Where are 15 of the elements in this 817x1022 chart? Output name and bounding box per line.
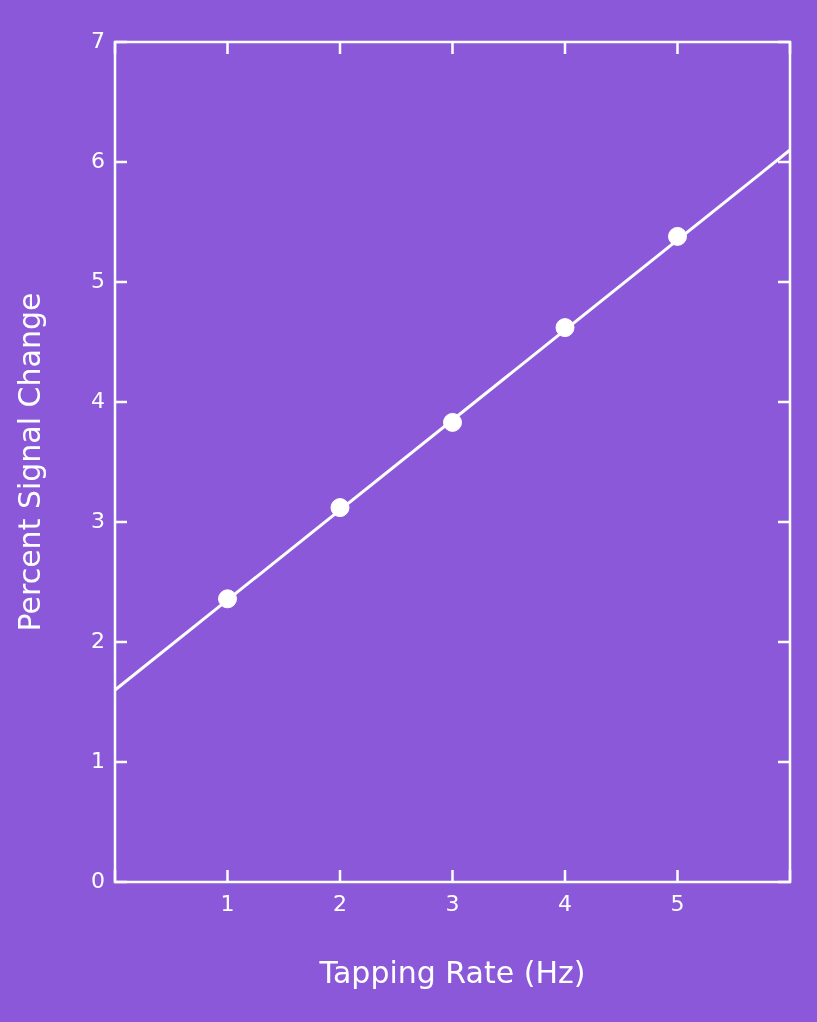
x-tick-label: 1 — [220, 890, 235, 916]
x-tick-label: 2 — [333, 890, 347, 916]
x-axis-title: Tapping Rate (Hz) — [318, 954, 586, 990]
y-tick-label: 3 — [91, 507, 105, 533]
y-tick-label: 4 — [91, 387, 105, 413]
x-tick-label: 5 — [670, 890, 685, 916]
y-tick-label: 7 — [91, 27, 105, 53]
x-tick-label: 3 — [445, 890, 460, 916]
y-tick-label: 5 — [91, 267, 105, 293]
y-axis-title: Percent Signal Change — [11, 292, 47, 632]
x-tick-label: 4 — [558, 890, 572, 916]
y-tick-label: 1 — [91, 747, 105, 773]
y-tick-label: 2 — [91, 627, 105, 653]
y-tick-label: 6 — [91, 147, 105, 173]
y-tick-label: 0 — [91, 867, 105, 893]
